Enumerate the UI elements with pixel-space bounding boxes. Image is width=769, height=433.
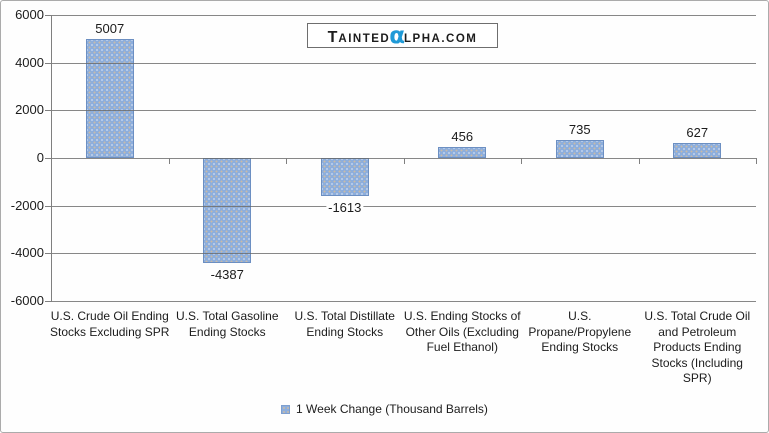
category-label-2: U.S. Total Distillate Ending Stocks bbox=[294, 309, 395, 339]
x-tick-5 bbox=[638, 158, 640, 164]
data-label-5: 627 bbox=[684, 125, 711, 141]
x-tick-2 bbox=[286, 158, 287, 164]
y-tick-0 bbox=[45, 158, 52, 159]
category-label-4: U.S. Propane/Propylene Ending Stocks bbox=[528, 309, 632, 354]
site-logo: T AINTED α LPHA.COM bbox=[307, 23, 498, 48]
y-axis-label: -4000 bbox=[10, 245, 44, 261]
logo-alpha-glyph: α bbox=[389, 23, 406, 49]
legend-label: 1 Week Change (Thousand Barrels) bbox=[296, 402, 488, 416]
data-label-0: 5007 bbox=[93, 20, 127, 36]
data-label-4: 735 bbox=[566, 122, 593, 138]
x-tick-6 bbox=[756, 158, 757, 164]
y-tick--4000 bbox=[45, 253, 52, 255]
gridline--6000 bbox=[51, 301, 756, 302]
y-axis-label: 0 bbox=[36, 150, 44, 165]
y-tick--2000 bbox=[45, 205, 52, 207]
x-tick-4 bbox=[521, 158, 522, 164]
y-axis-label: -6000 bbox=[10, 293, 44, 308]
bar-4 bbox=[555, 140, 604, 158]
category-label-5: U.S. Total Crude Oil and Petroleum Produ… bbox=[644, 309, 751, 385]
category-label-1: U.S. Total Gasoline Ending Stocks bbox=[176, 309, 279, 339]
gridline-2000 bbox=[51, 110, 756, 112]
legend-swatch-icon bbox=[281, 404, 291, 414]
gridline-4000 bbox=[51, 62, 756, 64]
y-axis-label: -2000 bbox=[10, 197, 44, 213]
bar-2 bbox=[320, 158, 369, 197]
bar-5 bbox=[673, 143, 722, 158]
y-tick-6000 bbox=[45, 15, 52, 16]
legend: 1 Week Change (Thousand Barrels) bbox=[1, 402, 768, 416]
bar-1 bbox=[203, 158, 252, 263]
y-axis-label: 4000 bbox=[15, 54, 44, 70]
y-tick-4000 bbox=[45, 62, 52, 64]
y-axis-label: 6000 bbox=[15, 7, 44, 22]
gridline-6000 bbox=[51, 15, 756, 16]
y-tick-2000 bbox=[45, 110, 52, 112]
logo-text-ainted: AINTED bbox=[338, 33, 391, 45]
x-tick-3 bbox=[403, 158, 405, 164]
gridline--4000 bbox=[51, 253, 756, 255]
x-tick-0 bbox=[51, 158, 52, 164]
data-label-1: -4387 bbox=[208, 266, 246, 282]
category-label-3: U.S. Ending Stocks of Other Oils (Exclud… bbox=[403, 309, 521, 354]
logo-text-t: T bbox=[327, 29, 339, 46]
bar-3 bbox=[438, 147, 487, 158]
y-tick--6000 bbox=[45, 301, 52, 302]
data-label-3: 456 bbox=[449, 129, 476, 145]
x-tick-1 bbox=[168, 158, 170, 164]
bar-0 bbox=[85, 38, 134, 158]
gridline--2000 bbox=[51, 205, 756, 207]
category-label-0: U.S. Crude Oil Ending Stocks Excluding S… bbox=[50, 309, 170, 339]
y-axis-label: 2000 bbox=[15, 102, 44, 118]
logo-text-lphacom: LPHA.COM bbox=[404, 33, 478, 45]
data-label-2: -1613 bbox=[326, 200, 364, 216]
